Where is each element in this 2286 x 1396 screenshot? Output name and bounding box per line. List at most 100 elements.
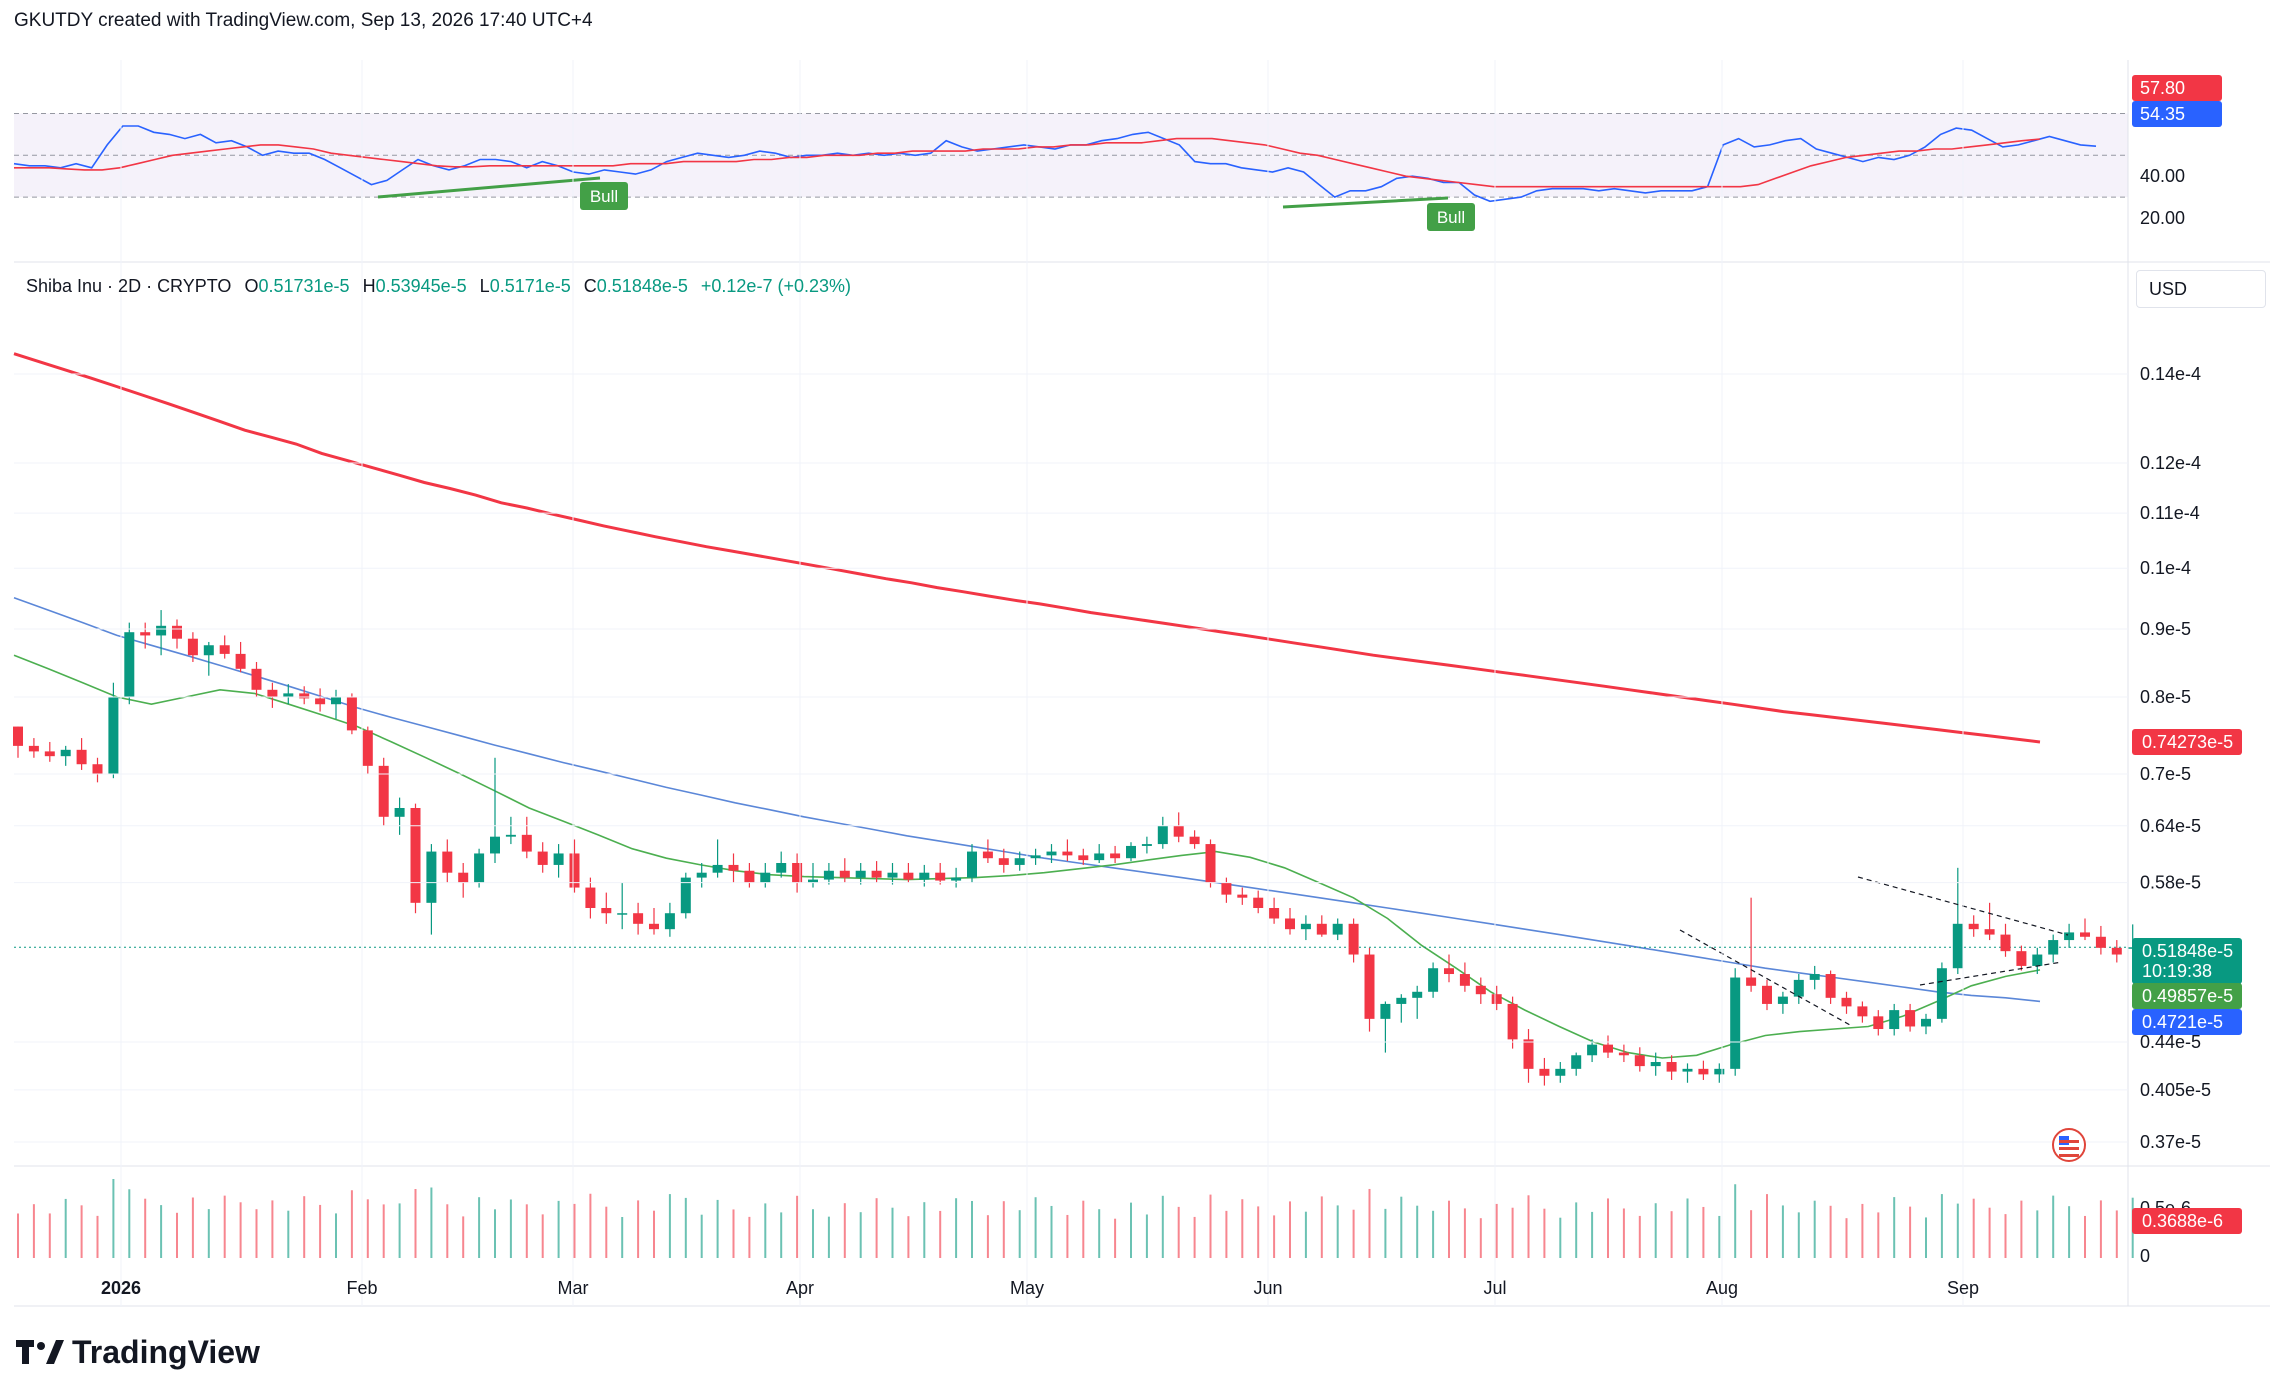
candle-body <box>490 836 500 854</box>
candle-body <box>1237 894 1248 898</box>
candle-body <box>1046 851 1057 856</box>
candle-body <box>935 872 946 881</box>
time-axis-label: Jun <box>1253 1278 1282 1298</box>
candle-body <box>187 638 198 656</box>
candle-body <box>1030 855 1041 859</box>
pattern-trendline <box>1919 961 2063 986</box>
candle-body <box>1316 923 1327 935</box>
rsi-value-tag-label: 54.35 <box>2140 104 2185 124</box>
time-axis-label: Feb <box>346 1278 377 1298</box>
candle-body <box>553 853 564 865</box>
candle-body <box>1364 954 1375 1019</box>
candle-body <box>1650 1062 1661 1067</box>
candle-body <box>1269 907 1280 919</box>
open-value: 0.51731e-5 <box>258 276 350 296</box>
candle-body <box>1396 997 1407 1004</box>
price-tag-label: 0.4721e-5 <box>2142 1012 2223 1032</box>
price-tag-label: 10:19:38 <box>2142 961 2212 981</box>
candle-body <box>1873 1016 1884 1030</box>
candle-body <box>92 764 103 775</box>
candle-body <box>1936 968 1947 1019</box>
candle-body <box>474 853 485 883</box>
price-axis-label: 0.7e-5 <box>2140 764 2191 784</box>
candle-body <box>1126 845 1136 859</box>
candle-body <box>1603 1044 1613 1053</box>
candle-body <box>1889 1010 1900 1030</box>
candle-body <box>140 632 151 636</box>
attribution-header: GKUTDY created with TradingView.com, Sep… <box>14 10 593 31</box>
candle-body <box>2095 936 2106 948</box>
price-axis-label: 0.44e-5 <box>2140 1032 2201 1052</box>
candle-body <box>1300 923 1311 930</box>
rsi-line <box>13 125 2097 203</box>
candle-body <box>808 879 818 883</box>
candle-body <box>1634 1055 1645 1067</box>
currency-selector[interactable]: USD <box>2136 270 2266 308</box>
candle-body <box>1523 1039 1534 1069</box>
rsi-value-tag-label: 57.80 <box>2140 78 2185 98</box>
time-axis-label: Apr <box>786 1278 814 1298</box>
candle-body <box>1921 1018 1931 1027</box>
candle-body <box>1062 851 1073 856</box>
time-axis-label: 2026 <box>101 1278 141 1298</box>
rsi-axis-label: 20.00 <box>2140 208 2185 228</box>
candle-body <box>1141 844 1152 846</box>
rsi-pane: Bull Bull <box>13 113 2128 231</box>
candle-body <box>1968 923 1979 930</box>
candle-body <box>1905 1010 1916 1027</box>
candle-body <box>776 863 787 873</box>
candle-body <box>1777 996 1788 1004</box>
candle-body <box>760 872 771 883</box>
volume-pane <box>17 1179 2134 1258</box>
price-axis-label: 0.12e-4 <box>2140 453 2201 473</box>
price-axis-label: 0.11e-4 <box>2140 503 2200 523</box>
candle-body <box>712 864 723 873</box>
candle-body <box>2111 947 2122 955</box>
candle-body <box>664 913 675 930</box>
candle-body <box>1539 1068 1550 1076</box>
candle-body <box>108 696 119 775</box>
price-tag-label: 0.74273e-5 <box>2142 732 2233 752</box>
candle-body <box>1173 825 1184 837</box>
bull-label: Bull <box>590 187 618 206</box>
candle-body <box>378 765 389 817</box>
candle-body <box>1809 974 1820 980</box>
candle-body <box>60 749 71 757</box>
candle-body <box>1285 918 1295 930</box>
candle-body <box>585 887 596 908</box>
candle-body <box>1825 974 1836 998</box>
candle-body <box>1555 1068 1566 1076</box>
brand-name: TradingView <box>72 1334 260 1370</box>
price-axis-label: 0.8e-5 <box>2140 687 2191 707</box>
change-value: +0.12e-7 (+0.23%) <box>700 276 851 296</box>
candle-body <box>2032 954 2043 966</box>
candle-body <box>13 726 23 746</box>
candle-body <box>696 872 707 878</box>
candle-body <box>426 851 437 903</box>
bull-divergence-line <box>377 176 601 199</box>
candle-body <box>967 851 977 878</box>
candle-body <box>1475 985 1486 995</box>
candle-body <box>331 696 341 705</box>
time-axis-label: Sep <box>1947 1278 1979 1298</box>
candle-body <box>1746 977 1757 986</box>
tradingview-logo[interactable]: TradingView <box>16 1334 260 1371</box>
volume-tag-label: 0.3688e-6 <box>2142 1211 2223 1231</box>
price-axis-label: 0.14e-4 <box>2140 364 2201 384</box>
candle-body <box>792 863 803 883</box>
candle-body <box>1762 985 1772 1004</box>
candle-body <box>1793 979 1804 997</box>
rsi-value-tag <box>2132 75 2222 101</box>
us-flag-icon[interactable] <box>2052 1128 2086 1162</box>
bull-label-box <box>1427 203 1475 231</box>
candle-body <box>2000 934 2011 952</box>
candle-body <box>1205 844 1216 883</box>
candle-body <box>744 870 755 883</box>
candle-body <box>1666 1062 1677 1072</box>
candle-body <box>1221 882 1232 895</box>
volume-tag <box>2132 1208 2242 1234</box>
close-value: 0.51848e-5 <box>596 276 688 296</box>
bull-label: Bull <box>1437 208 1465 227</box>
candle-body <box>299 693 310 699</box>
